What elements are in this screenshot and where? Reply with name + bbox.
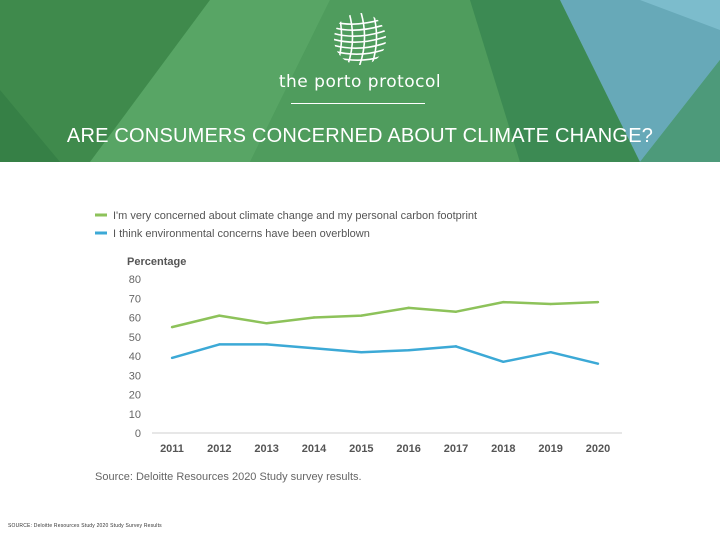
chart-series xyxy=(170,300,600,365)
y-tick-label: 40 xyxy=(129,351,141,363)
data-point-0-5 xyxy=(407,306,410,310)
porto-protocol-logo-icon xyxy=(334,13,386,65)
data-point-1-2 xyxy=(265,343,268,346)
data-point-1-3 xyxy=(312,347,316,350)
y-tick-label: 50 xyxy=(129,332,141,344)
x-tick-label: 2011 xyxy=(160,443,184,455)
brand-divider xyxy=(291,103,425,104)
y-tick-label: 10 xyxy=(129,409,141,421)
x-tick-label: 2017 xyxy=(444,443,468,455)
x-tick-label: 2012 xyxy=(207,443,231,455)
y-tick-label: 60 xyxy=(129,313,141,325)
y-axis-label: Percentage xyxy=(127,256,186,268)
data-point-1-8 xyxy=(549,350,552,354)
data-point-1-5 xyxy=(407,349,410,352)
header-background xyxy=(0,0,720,162)
header-banner: the porto protocol ARE CONSUMERS CONCERN… xyxy=(0,0,720,162)
x-tick-label: 2019 xyxy=(538,443,562,455)
y-tick-label: 80 xyxy=(129,274,141,286)
data-point-0-2 xyxy=(265,322,268,325)
x-tick-label: 2018 xyxy=(491,443,515,455)
data-point-0-3 xyxy=(312,316,316,319)
y-axis-ticks: 0 10 20 30 40 50 60 70 80 xyxy=(129,274,141,440)
x-tick-label: 2013 xyxy=(254,443,278,455)
legend-label-concerned: I'm very concerned about climate change … xyxy=(113,210,477,222)
data-point-0-8 xyxy=(549,302,552,306)
data-point-0-6 xyxy=(454,310,458,313)
y-tick-label: 20 xyxy=(129,390,141,402)
line-chart: I'm very concerned about climate change … xyxy=(95,210,622,483)
brand-name: the porto protocol xyxy=(278,72,442,92)
data-point-1-1 xyxy=(218,343,221,346)
x-tick-label: 2015 xyxy=(349,443,373,455)
footer-source: SOURCE: Deloitte Resources Study 2020 St… xyxy=(8,523,162,529)
data-point-0-7 xyxy=(502,300,505,304)
data-point-0-4 xyxy=(360,314,363,317)
data-point-0-0 xyxy=(170,325,174,329)
data-point-0-1 xyxy=(218,314,221,317)
data-point-1-9 xyxy=(596,362,600,365)
series-line-0 xyxy=(171,300,599,329)
series-line-1 xyxy=(171,343,599,365)
chart-legend: I'm very concerned about climate change … xyxy=(95,210,477,240)
chart-source: Source: Deloitte Resources 2020 Study su… xyxy=(95,471,362,483)
data-point-1-4 xyxy=(360,350,363,354)
x-tick-label: 2014 xyxy=(302,443,327,455)
data-point-1-0 xyxy=(170,356,174,360)
legend-label-overblown: I think environmental concerns have been… xyxy=(113,228,370,240)
y-tick-label: 30 xyxy=(129,370,141,382)
data-point-0-9 xyxy=(596,300,600,304)
x-axis-ticks: 2011 2012 2013 2014 2015 2016 2017 2018 2019 2020 xyxy=(160,443,610,455)
slide-title: ARE CONSUMERS CONCERNED ABOUT CLIMATE CH… xyxy=(66,125,654,147)
x-tick-label: 2020 xyxy=(586,443,610,455)
data-point-1-6 xyxy=(454,345,458,348)
x-tick-label: 2016 xyxy=(396,443,420,455)
y-tick-label: 70 xyxy=(129,293,141,305)
data-point-1-7 xyxy=(502,360,505,363)
y-tick-label: 0 xyxy=(135,428,141,440)
